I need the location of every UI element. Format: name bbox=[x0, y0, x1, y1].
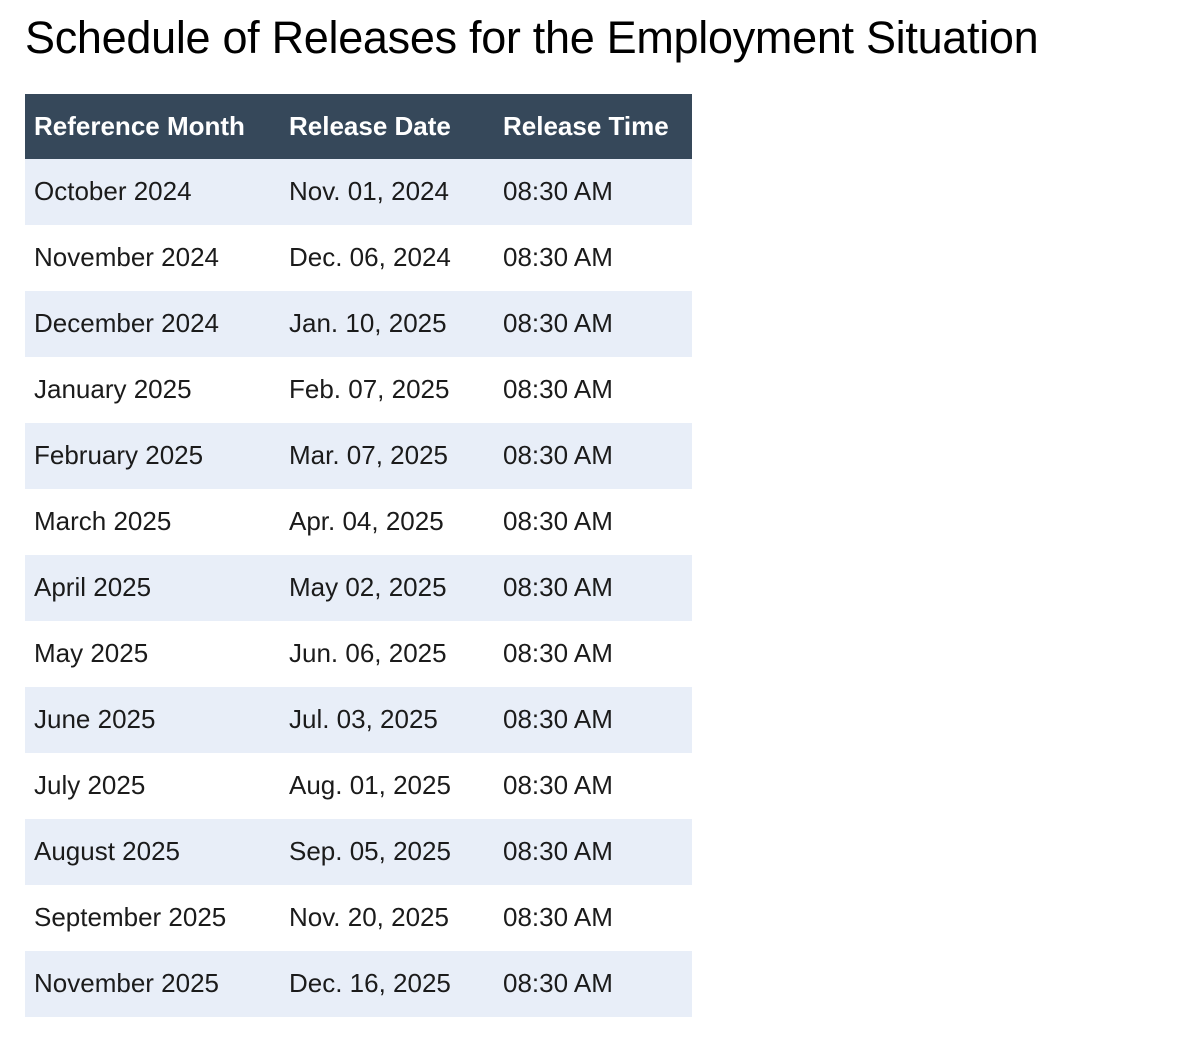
release-date-cell: Feb. 07, 2025 bbox=[289, 374, 450, 405]
release-date-cell: Nov. 01, 2024 bbox=[289, 176, 449, 207]
release-schedule-table: Reference Month Release Date Release Tim… bbox=[25, 93, 692, 1017]
release-date-cell: May 02, 2025 bbox=[289, 572, 447, 603]
page-title: Schedule of Releases for the Employment … bbox=[25, 12, 1039, 63]
reference-month-cell: November 2025 bbox=[34, 968, 219, 999]
release-time-cell: 08:30 AM bbox=[503, 572, 613, 603]
release-date-cell: Apr. 04, 2025 bbox=[289, 506, 444, 537]
release-time-cell: 08:30 AM bbox=[503, 440, 613, 471]
reference-month-cell: April 2025 bbox=[34, 572, 152, 603]
release-time-cell: 08:30 AM bbox=[503, 506, 613, 537]
table-row: September 2025 Nov. 20, 2025 08:30 AM bbox=[25, 884, 692, 951]
release-date-cell: Jan. 10, 2025 bbox=[289, 308, 447, 339]
table-row: May 2025 Jun. 06, 2025 08:30 AM bbox=[25, 620, 692, 687]
table-row: June 2025 Jul. 03, 2025 08:30 AM bbox=[25, 686, 692, 753]
reference-month-cell: October 2024 bbox=[34, 176, 192, 207]
reference-month-cell: June 2025 bbox=[34, 704, 156, 735]
table-row: March 2025 Apr. 04, 2025 08:30 AM bbox=[25, 488, 692, 555]
column-header-release-time: Release Time bbox=[494, 93, 692, 159]
reference-month-cell: November 2024 bbox=[34, 242, 219, 273]
table-row: January 2025 Feb. 07, 2025 08:30 AM bbox=[25, 356, 692, 423]
table-row: August 2025 Sep. 05, 2025 08:30 AM bbox=[25, 818, 692, 885]
reference-month-cell: August 2025 bbox=[34, 836, 181, 867]
reference-month-cell: February 2025 bbox=[34, 440, 204, 471]
release-date-cell: Jul. 03, 2025 bbox=[289, 704, 438, 735]
release-time-cell: 08:30 AM bbox=[503, 308, 613, 339]
reference-month-cell: July 2025 bbox=[34, 770, 146, 801]
table-row: April 2025 May 02, 2025 08:30 AM bbox=[25, 554, 692, 621]
reference-month-cell: March 2025 bbox=[34, 506, 172, 537]
reference-month-cell: December 2024 bbox=[34, 308, 219, 339]
table-row: October 2024 Nov. 01, 2024 08:30 AM bbox=[25, 158, 692, 225]
table-row: December 2024 Jan. 10, 2025 08:30 AM bbox=[25, 290, 692, 357]
release-date-cell: Jun. 06, 2025 bbox=[289, 638, 447, 669]
table-row: July 2025 Aug. 01, 2025 08:30 AM bbox=[25, 752, 692, 819]
column-header-reference-month: Reference Month bbox=[25, 93, 280, 159]
release-date-cell: Dec. 16, 2025 bbox=[289, 968, 451, 999]
release-time-cell: 08:30 AM bbox=[503, 242, 613, 273]
reference-month-cell: September 2025 bbox=[34, 902, 227, 933]
release-time-cell: 08:30 AM bbox=[503, 374, 613, 405]
column-header-release-date: Release Date bbox=[280, 93, 494, 159]
release-date-cell: Dec. 06, 2024 bbox=[289, 242, 451, 273]
release-time-cell: 08:30 AM bbox=[503, 176, 613, 207]
release-time-cell: 08:30 AM bbox=[503, 968, 613, 999]
table-row: February 2025 Mar. 07, 2025 08:30 AM bbox=[25, 422, 692, 489]
release-date-cell: Aug. 01, 2025 bbox=[289, 770, 451, 801]
release-date-cell: Nov. 20, 2025 bbox=[289, 902, 449, 933]
release-time-cell: 08:30 AM bbox=[503, 836, 613, 867]
reference-month-cell: May 2025 bbox=[34, 638, 149, 669]
release-time-cell: 08:30 AM bbox=[503, 902, 613, 933]
release-date-cell: Mar. 07, 2025 bbox=[289, 440, 448, 471]
reference-month-cell: January 2025 bbox=[34, 374, 192, 405]
table-row: November 2024 Dec. 06, 2024 08:30 AM bbox=[25, 224, 692, 291]
release-date-cell: Sep. 05, 2025 bbox=[289, 836, 451, 867]
release-time-cell: 08:30 AM bbox=[503, 638, 613, 669]
table-row: November 2025 Dec. 16, 2025 08:30 AM bbox=[25, 950, 692, 1017]
table-header-row: Reference Month Release Date Release Tim… bbox=[25, 93, 692, 159]
release-time-cell: 08:30 AM bbox=[503, 704, 613, 735]
release-time-cell: 08:30 AM bbox=[503, 770, 613, 801]
page: Schedule of Releases for the Employment … bbox=[25, 12, 1039, 1017]
